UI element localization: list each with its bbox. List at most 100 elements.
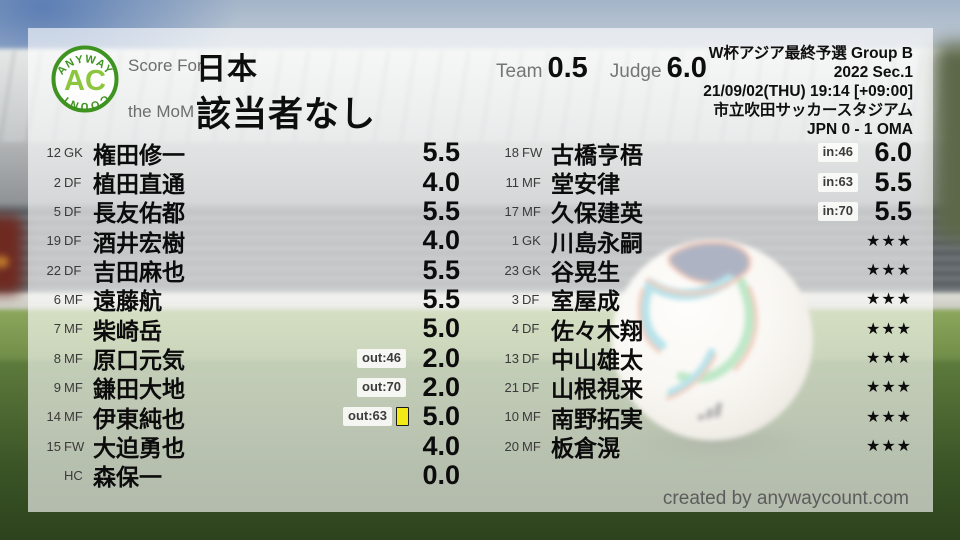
player-position: MF — [64, 350, 83, 366]
starters-column: 12 GK 権田修一 5.5 2 DF 植田直通 4.0 5 DF 長友佑都 5.5 19 DF 酒井宏樹 4… — [40, 137, 460, 491]
substitution-badge: in:70 — [817, 201, 858, 221]
player-row: 7 MF 柴崎岳 5.0 — [40, 313, 460, 344]
player-name: 古橋亨梧 — [551, 141, 643, 168]
player-name: 権田修一 — [93, 141, 185, 168]
player-number: 3 — [511, 291, 519, 307]
player-score: ★★★ — [865, 408, 912, 426]
final-score: JPN 0 - 1 OMA — [807, 121, 913, 138]
player-row: 9 MF 鎌田大地 out:70 2.0 — [40, 371, 460, 403]
player-number: 23 — [504, 262, 519, 278]
player-name: 谷晃生 — [551, 259, 620, 286]
player-number: 2 — [53, 174, 61, 190]
player-number: 18 — [504, 145, 519, 161]
venue-name: 市立吹田サッカースタジアム — [713, 102, 913, 119]
player-position: GK — [522, 262, 541, 278]
substitutes-column: 18 FW 古橋亨梧 in:46 6.0 11 MF 堂安律 in:63 5.5 17 MF 久保建英 i… — [496, 137, 912, 461]
player-score: 4.0 — [422, 430, 460, 461]
player-score: 0.0 — [422, 459, 460, 490]
judge-score-label: Judge — [609, 61, 662, 82]
match-info: W杯アジア最終予選 Group B 2022 Sec.1 21/09/02(TH… — [703, 44, 913, 139]
player-position: DF — [522, 291, 540, 307]
player-position: MF — [64, 291, 83, 307]
substitution-badge: in:63 — [817, 172, 858, 192]
right-edge-foliage — [932, 42, 960, 241]
player-position: GK — [64, 145, 83, 161]
player-row: 17 MF 久保建英 in:70 5.5 — [496, 195, 912, 227]
player-position: MF — [64, 321, 83, 337]
player-row: 2 DF 植田直通 4.0 — [40, 166, 460, 198]
player-position: DF — [522, 350, 540, 366]
player-number: 22 — [46, 262, 61, 278]
season-section: 2022 Sec.1 — [833, 64, 913, 81]
player-position: HC — [64, 467, 83, 483]
player-row: 23 GK 谷晃生 ★★★ — [496, 255, 912, 286]
player-name: 大迫勇也 — [93, 435, 185, 462]
player-score: 5.5 — [422, 254, 460, 285]
player-position: MF — [522, 203, 541, 219]
player-score: 6.0 — [874, 137, 912, 168]
player-row: 20 MF 板倉滉 ★★★ — [496, 431, 912, 461]
player-score: ★★★ — [865, 350, 912, 368]
player-score: ★★★ — [865, 291, 912, 309]
player-number: 13 — [504, 350, 519, 366]
player-position: DF — [64, 262, 82, 278]
player-number: 6 — [53, 291, 61, 307]
player-position: DF — [64, 203, 82, 219]
player-position: DF — [522, 379, 540, 395]
player-position: DF — [64, 174, 82, 190]
team-score-value: 0.5 — [547, 52, 588, 84]
player-name: 吉田麻也 — [93, 259, 185, 286]
anywaycount-logo: ANYWAY COUNT AC — [50, 44, 120, 119]
player-number: 14 — [46, 409, 61, 425]
player-row: HC 森保一 0.0 — [40, 459, 460, 491]
player-number: 10 — [504, 409, 519, 425]
player-name: 堂安律 — [551, 171, 620, 198]
player-score: 4.0 — [422, 225, 460, 256]
player-score: 5.0 — [422, 401, 460, 432]
player-score: 5.5 — [422, 195, 460, 226]
player-name: 柴崎岳 — [93, 317, 162, 344]
player-name: 遠藤航 — [93, 288, 162, 315]
player-score: 5.5 — [874, 195, 912, 226]
player-row: 22 DF 吉田麻也 5.5 — [40, 254, 460, 286]
player-score: 2.0 — [422, 342, 460, 373]
player-name: 森保一 — [93, 464, 162, 491]
player-name: 植田直通 — [93, 171, 185, 198]
player-number: 7 — [53, 321, 61, 337]
player-score: 2.0 — [422, 371, 460, 402]
player-row: 1 GK 川島永嗣 ★★★ — [496, 226, 912, 256]
player-number: 19 — [46, 233, 61, 249]
player-position: MF — [64, 409, 83, 425]
team-judge-scores: Team 0.5 Judge 6.0 — [496, 52, 707, 85]
player-number: 8 — [53, 350, 61, 366]
player-score: 5.5 — [422, 283, 460, 314]
player-number: 9 — [53, 379, 61, 395]
player-row: 13 DF 中山雄太 ★★★ — [496, 343, 912, 374]
player-number: 20 — [504, 438, 519, 454]
player-name: 久保建英 — [551, 200, 643, 227]
player-row: 12 GK 権田修一 5.5 — [40, 137, 460, 168]
overlay-panel: ANYWAY COUNT AC Score For 日本 the MoM 該当者… — [28, 28, 933, 512]
player-number: 5 — [53, 203, 61, 219]
player-position: GK — [522, 233, 541, 249]
player-score: 5.5 — [874, 166, 912, 197]
player-number: 12 — [46, 145, 61, 161]
kickoff-datetime: 21/09/02(THU) 19:14 [+09:00] — [703, 83, 913, 100]
team-score-label: Team — [496, 61, 543, 82]
left-stand-orange-detail — [0, 255, 10, 268]
player-number: 17 — [504, 203, 519, 219]
player-row: 10 MF 南野拓実 ★★★ — [496, 402, 912, 432]
yellow-card-icon — [396, 407, 409, 427]
player-name: 川島永嗣 — [551, 229, 643, 256]
player-name: 長友佑都 — [93, 200, 185, 227]
player-name: 中山雄太 — [551, 347, 643, 374]
player-row: 21 DF 山根視来 ★★★ — [496, 373, 912, 402]
player-position: MF — [522, 438, 541, 454]
substitution-badge: out:63 — [343, 407, 392, 427]
player-number: 1 — [511, 233, 519, 249]
player-score: 5.0 — [422, 313, 460, 344]
player-score: 5.5 — [422, 137, 460, 168]
player-row: 6 MF 遠藤航 5.5 — [40, 283, 460, 315]
player-score: 4.0 — [422, 166, 460, 197]
